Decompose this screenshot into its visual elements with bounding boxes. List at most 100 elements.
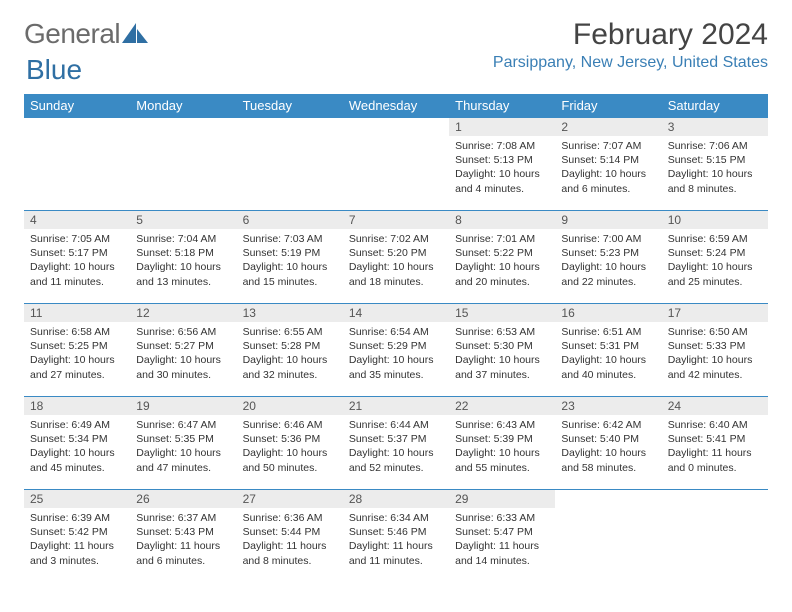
day-details: Sunrise: 7:04 AMSunset: 5:18 PMDaylight:… <box>130 229 236 293</box>
calendar-cell: 27Sunrise: 6:36 AMSunset: 5:44 PMDayligh… <box>237 490 343 583</box>
day-details: Sunrise: 7:05 AMSunset: 5:17 PMDaylight:… <box>24 229 130 293</box>
day-number: 12 <box>130 304 236 322</box>
day-number: 7 <box>343 211 449 229</box>
day-details: Sunrise: 6:51 AMSunset: 5:31 PMDaylight:… <box>555 322 661 386</box>
day-details: Sunrise: 7:08 AMSunset: 5:13 PMDaylight:… <box>449 136 555 200</box>
day-number: 16 <box>555 304 661 322</box>
day-number: 10 <box>662 211 768 229</box>
calendar-cell: 26Sunrise: 6:37 AMSunset: 5:43 PMDayligh… <box>130 490 236 583</box>
calendar-cell: 20Sunrise: 6:46 AMSunset: 5:36 PMDayligh… <box>237 397 343 490</box>
calendar-cell: 3Sunrise: 7:06 AMSunset: 5:15 PMDaylight… <box>662 118 768 211</box>
calendar-cell: 18Sunrise: 6:49 AMSunset: 5:34 PMDayligh… <box>24 397 130 490</box>
day-number: 17 <box>662 304 768 322</box>
day-number: 8 <box>449 211 555 229</box>
day-details: Sunrise: 7:03 AMSunset: 5:19 PMDaylight:… <box>237 229 343 293</box>
day-details: Sunrise: 6:33 AMSunset: 5:47 PMDaylight:… <box>449 508 555 572</box>
weekday-header: Saturday <box>662 94 768 118</box>
day-number: 3 <box>662 118 768 136</box>
day-details: Sunrise: 7:01 AMSunset: 5:22 PMDaylight:… <box>449 229 555 293</box>
calendar-cell: 13Sunrise: 6:55 AMSunset: 5:28 PMDayligh… <box>237 304 343 397</box>
calendar-cell: 19Sunrise: 6:47 AMSunset: 5:35 PMDayligh… <box>130 397 236 490</box>
day-number: 28 <box>343 490 449 508</box>
day-details: Sunrise: 6:36 AMSunset: 5:44 PMDaylight:… <box>237 508 343 572</box>
calendar-cell: 10Sunrise: 6:59 AMSunset: 5:24 PMDayligh… <box>662 211 768 304</box>
calendar-cell: 6Sunrise: 7:03 AMSunset: 5:19 PMDaylight… <box>237 211 343 304</box>
day-details: Sunrise: 7:02 AMSunset: 5:20 PMDaylight:… <box>343 229 449 293</box>
day-number: 2 <box>555 118 661 136</box>
calendar-cell: 5Sunrise: 7:04 AMSunset: 5:18 PMDaylight… <box>130 211 236 304</box>
day-number: 22 <box>449 397 555 415</box>
day-details: Sunrise: 6:42 AMSunset: 5:40 PMDaylight:… <box>555 415 661 479</box>
calendar-cell: 28Sunrise: 6:34 AMSunset: 5:46 PMDayligh… <box>343 490 449 583</box>
day-number: 5 <box>130 211 236 229</box>
calendar-cell: 15Sunrise: 6:53 AMSunset: 5:30 PMDayligh… <box>449 304 555 397</box>
day-details: Sunrise: 6:55 AMSunset: 5:28 PMDaylight:… <box>237 322 343 386</box>
logo-text-1: General <box>24 18 120 50</box>
day-number: 26 <box>130 490 236 508</box>
calendar-cell: .. <box>555 490 661 583</box>
day-number: 15 <box>449 304 555 322</box>
day-number: 14 <box>343 304 449 322</box>
calendar-cell: 8Sunrise: 7:01 AMSunset: 5:22 PMDaylight… <box>449 211 555 304</box>
day-details: Sunrise: 6:46 AMSunset: 5:36 PMDaylight:… <box>237 415 343 479</box>
calendar-cell: 23Sunrise: 6:42 AMSunset: 5:40 PMDayligh… <box>555 397 661 490</box>
weekday-header: Wednesday <box>343 94 449 118</box>
month-title: February 2024 <box>493 18 768 52</box>
weekday-header: Thursday <box>449 94 555 118</box>
calendar-cell: 17Sunrise: 6:50 AMSunset: 5:33 PMDayligh… <box>662 304 768 397</box>
day-details: Sunrise: 6:44 AMSunset: 5:37 PMDaylight:… <box>343 415 449 479</box>
calendar-cell: 12Sunrise: 6:56 AMSunset: 5:27 PMDayligh… <box>130 304 236 397</box>
calendar-cell: 29Sunrise: 6:33 AMSunset: 5:47 PMDayligh… <box>449 490 555 583</box>
calendar-cell: .. <box>237 118 343 211</box>
calendar-cell: 1Sunrise: 7:08 AMSunset: 5:13 PMDaylight… <box>449 118 555 211</box>
day-details: Sunrise: 6:50 AMSunset: 5:33 PMDaylight:… <box>662 322 768 386</box>
day-number: 29 <box>449 490 555 508</box>
calendar-row: 18Sunrise: 6:49 AMSunset: 5:34 PMDayligh… <box>24 397 768 490</box>
calendar-row: ........1Sunrise: 7:08 AMSunset: 5:13 PM… <box>24 118 768 211</box>
calendar-cell: .. <box>662 490 768 583</box>
calendar-cell: 22Sunrise: 6:43 AMSunset: 5:39 PMDayligh… <box>449 397 555 490</box>
calendar-cell: 14Sunrise: 6:54 AMSunset: 5:29 PMDayligh… <box>343 304 449 397</box>
day-details: Sunrise: 6:56 AMSunset: 5:27 PMDaylight:… <box>130 322 236 386</box>
day-details: Sunrise: 6:40 AMSunset: 5:41 PMDaylight:… <box>662 415 768 479</box>
weekday-header: Monday <box>130 94 236 118</box>
calendar-cell: .. <box>343 118 449 211</box>
calendar-cell: 16Sunrise: 6:51 AMSunset: 5:31 PMDayligh… <box>555 304 661 397</box>
calendar-cell: 11Sunrise: 6:58 AMSunset: 5:25 PMDayligh… <box>24 304 130 397</box>
day-details: Sunrise: 6:34 AMSunset: 5:46 PMDaylight:… <box>343 508 449 572</box>
calendar-cell: .. <box>130 118 236 211</box>
calendar-cell: 25Sunrise: 6:39 AMSunset: 5:42 PMDayligh… <box>24 490 130 583</box>
day-details: Sunrise: 6:43 AMSunset: 5:39 PMDaylight:… <box>449 415 555 479</box>
day-number: 20 <box>237 397 343 415</box>
day-details: Sunrise: 7:00 AMSunset: 5:23 PMDaylight:… <box>555 229 661 293</box>
calendar-cell: 9Sunrise: 7:00 AMSunset: 5:23 PMDaylight… <box>555 211 661 304</box>
logo-sail-icon <box>122 18 148 50</box>
day-number: 24 <box>662 397 768 415</box>
day-number: 25 <box>24 490 130 508</box>
day-details: Sunrise: 6:49 AMSunset: 5:34 PMDaylight:… <box>24 415 130 479</box>
calendar-table: SundayMondayTuesdayWednesdayThursdayFrid… <box>24 94 768 582</box>
day-number: 4 <box>24 211 130 229</box>
day-number: 23 <box>555 397 661 415</box>
day-number: 13 <box>237 304 343 322</box>
calendar-cell: 21Sunrise: 6:44 AMSunset: 5:37 PMDayligh… <box>343 397 449 490</box>
day-details: Sunrise: 6:37 AMSunset: 5:43 PMDaylight:… <box>130 508 236 572</box>
day-details: Sunrise: 6:47 AMSunset: 5:35 PMDaylight:… <box>130 415 236 479</box>
calendar-cell: 7Sunrise: 7:02 AMSunset: 5:20 PMDaylight… <box>343 211 449 304</box>
location-text: Parsippany, New Jersey, United States <box>493 54 768 72</box>
calendar-cell: 24Sunrise: 6:40 AMSunset: 5:41 PMDayligh… <box>662 397 768 490</box>
calendar-cell: .. <box>24 118 130 211</box>
day-details: Sunrise: 7:07 AMSunset: 5:14 PMDaylight:… <box>555 136 661 200</box>
day-number: 27 <box>237 490 343 508</box>
weekday-header: Sunday <box>24 94 130 118</box>
day-details: Sunrise: 6:58 AMSunset: 5:25 PMDaylight:… <box>24 322 130 386</box>
day-number: 19 <box>130 397 236 415</box>
day-details: Sunrise: 6:53 AMSunset: 5:30 PMDaylight:… <box>449 322 555 386</box>
day-number: 11 <box>24 304 130 322</box>
logo: General <box>24 18 150 50</box>
day-details: Sunrise: 6:59 AMSunset: 5:24 PMDaylight:… <box>662 229 768 293</box>
calendar-row: 11Sunrise: 6:58 AMSunset: 5:25 PMDayligh… <box>24 304 768 397</box>
weekday-header: Friday <box>555 94 661 118</box>
weekday-header: Tuesday <box>237 94 343 118</box>
day-number: 18 <box>24 397 130 415</box>
